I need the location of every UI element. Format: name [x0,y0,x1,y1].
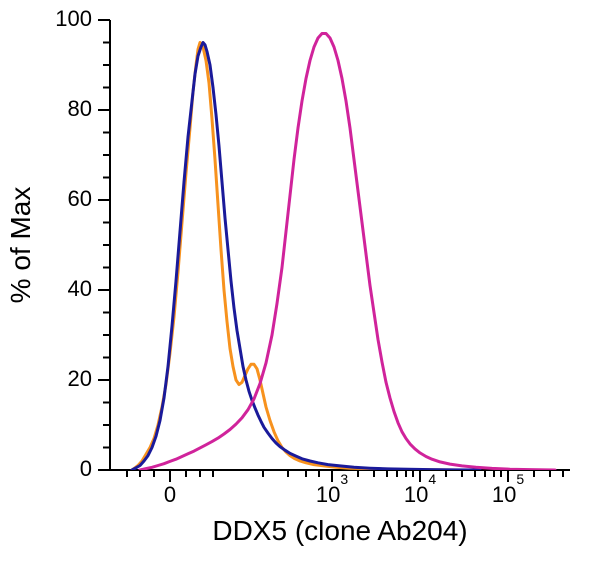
y-tick-label: 100 [55,6,92,31]
y-tick-label: 40 [68,276,92,301]
series-magenta [140,34,555,471]
axes: 0204060801000103104105 [55,6,570,507]
y-tick-label: 20 [68,366,92,391]
y-tick-label: 80 [68,96,92,121]
y-tick-label: 0 [80,456,92,481]
series-blue [132,43,480,471]
flow-cytometry-histogram: 0204060801000103104105 % of Max DDX5 (cl… [0,0,605,578]
y-axis-label: % of Max [5,187,36,304]
chart-svg: 0204060801000103104105 % of Max DDX5 (cl… [0,0,605,578]
x-axis-label: DDX5 (clone Ab204) [212,515,467,546]
x-tick-label: 0 [164,482,176,507]
series-group [132,34,555,471]
series-orange [132,43,460,471]
y-tick-label: 60 [68,186,92,211]
